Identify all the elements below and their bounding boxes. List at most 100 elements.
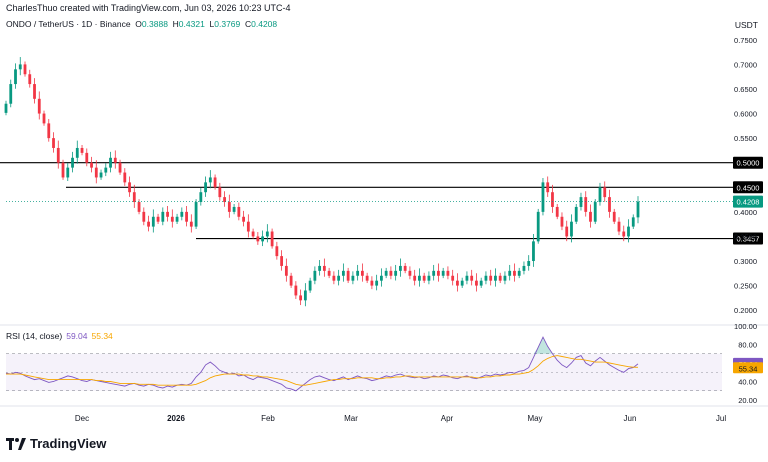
candle-body[interactable] [422, 275, 426, 281]
rsi-ma-line[interactable] [6, 355, 639, 386]
candle-body[interactable] [28, 74, 32, 85]
candle-body[interactable] [175, 216, 179, 222]
candle-body[interactable] [199, 192, 203, 203]
candle-body[interactable] [546, 182, 550, 193]
candle-body[interactable] [456, 280, 459, 286]
candle-body[interactable] [318, 265, 322, 271]
candle-body[interactable] [237, 206, 241, 217]
candle-body[interactable] [4, 103, 8, 113]
candle-body[interactable] [14, 69, 17, 85]
candle-body[interactable] [413, 275, 417, 281]
candle-body[interactable] [185, 211, 188, 222]
candle-body[interactable] [123, 172, 127, 183]
candle-body[interactable] [384, 270, 388, 276]
candle-body[interactable] [570, 221, 573, 237]
candle-body[interactable] [161, 211, 165, 222]
candle-body[interactable] [565, 226, 569, 237]
candle-body[interactable] [332, 275, 336, 281]
candle-body[interactable] [128, 182, 131, 193]
candle-body[interactable] [503, 275, 507, 281]
candle-body[interactable] [75, 147, 79, 158]
candle-body[interactable] [61, 162, 65, 178]
candle-body[interactable] [432, 270, 436, 276]
candle-body[interactable] [612, 211, 616, 222]
candle-body[interactable] [636, 201, 640, 218]
candle-body[interactable] [446, 270, 450, 276]
candle-body[interactable] [465, 275, 469, 281]
candle-body[interactable] [303, 290, 307, 301]
candle-body[interactable] [536, 211, 540, 242]
candle-body[interactable] [475, 280, 478, 286]
candle-body[interactable] [375, 280, 379, 286]
candle-body[interactable] [541, 182, 545, 212]
candle-body[interactable] [118, 162, 122, 173]
candle-body[interactable] [394, 270, 398, 276]
candle-body[interactable] [508, 270, 512, 276]
candle-body[interactable] [322, 265, 326, 271]
candle-body[interactable] [9, 84, 13, 104]
candle-body[interactable] [52, 138, 55, 148]
candle-body[interactable] [337, 275, 341, 281]
symbol-title[interactable]: ONDO / TetherUS · 1D · Binance [6, 19, 131, 29]
candle-body[interactable] [617, 221, 621, 232]
candle-body[interactable] [170, 216, 174, 222]
candle-body[interactable] [589, 211, 592, 222]
candle-body[interactable] [470, 275, 474, 281]
candle-body[interactable] [341, 270, 345, 276]
candle-body[interactable] [513, 270, 516, 276]
candle-body[interactable] [451, 275, 455, 281]
candle-body[interactable] [593, 202, 597, 222]
candle-body[interactable] [151, 216, 155, 227]
candle-body[interactable] [156, 216, 160, 222]
candle-body[interactable] [284, 265, 288, 276]
candle-body[interactable] [603, 187, 607, 198]
candle-body[interactable] [104, 167, 108, 173]
candle-body[interactable] [598, 187, 602, 203]
candle-body[interactable] [289, 275, 293, 286]
candle-body[interactable] [399, 265, 402, 271]
candle-body[interactable] [270, 231, 274, 247]
candle-body[interactable] [532, 241, 535, 262]
candle-body[interactable] [137, 202, 141, 212]
candle-body[interactable] [33, 84, 36, 99]
candle-body[interactable] [194, 202, 198, 227]
candle-body[interactable] [261, 236, 265, 242]
candle-body[interactable] [574, 206, 578, 222]
candle-body[interactable] [94, 167, 98, 178]
candle-body[interactable] [579, 197, 583, 207]
candle-body[interactable] [275, 246, 279, 257]
candle-body[interactable] [113, 157, 117, 163]
candle-body[interactable] [223, 197, 226, 203]
candle-body[interactable] [527, 261, 531, 266]
candle-body[interactable] [189, 221, 193, 227]
rsi-title[interactable]: RSI (14, close) [6, 331, 63, 341]
candle-body[interactable] [356, 270, 360, 276]
candle-body[interactable] [90, 162, 93, 168]
candle-body[interactable] [85, 152, 89, 163]
candle-body[interactable] [560, 216, 564, 227]
candle-body[interactable] [437, 270, 440, 276]
candle-body[interactable] [360, 270, 364, 276]
candle-body[interactable] [389, 270, 393, 276]
candle-body[interactable] [498, 275, 502, 281]
candle-body[interactable] [265, 231, 269, 237]
candle-body[interactable] [441, 270, 445, 276]
candle-body[interactable] [218, 187, 222, 198]
candle-body[interactable] [256, 236, 260, 242]
candle-body[interactable] [294, 285, 298, 296]
candle-body[interactable] [142, 211, 146, 222]
candle-body[interactable] [555, 206, 559, 217]
candle-body[interactable] [460, 280, 464, 286]
candle-body[interactable] [280, 256, 284, 266]
candle-body[interactable] [213, 177, 217, 188]
candle-body[interactable] [56, 147, 60, 163]
candle-body[interactable] [208, 177, 212, 183]
candle-body[interactable] [42, 113, 46, 124]
candle-body[interactable] [517, 270, 521, 276]
candle-body[interactable] [37, 98, 41, 114]
candle-body[interactable] [418, 275, 421, 281]
candle-body[interactable] [327, 270, 331, 276]
candle-body[interactable] [346, 270, 350, 281]
candle-body[interactable] [246, 221, 250, 232]
